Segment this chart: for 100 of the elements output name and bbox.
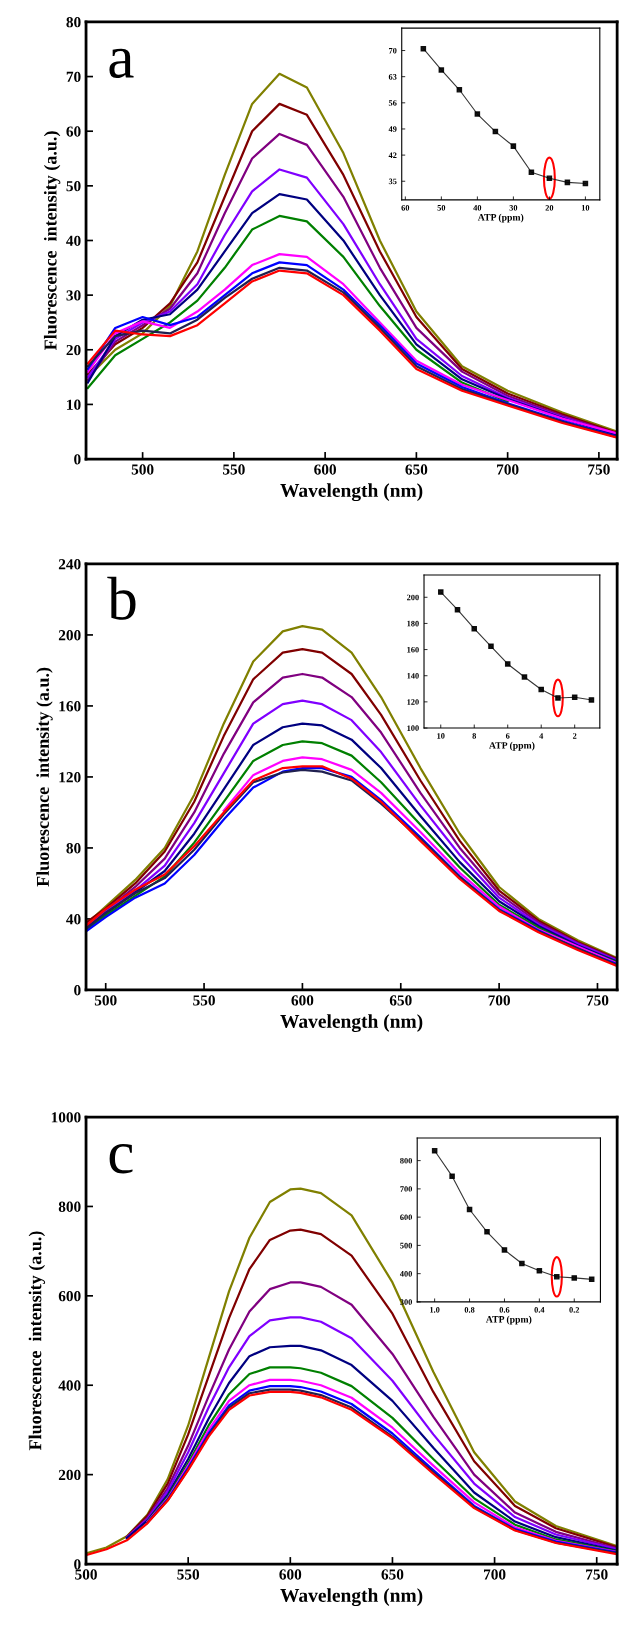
y-tick-label: 0 [74, 1559, 81, 1570]
x-tick-label: 500 [94, 995, 117, 1006]
x-tick-label: 30 [509, 205, 518, 211]
line-series [125, 1228, 618, 1549]
x-tick-label: 1.0 [430, 1307, 440, 1313]
x-tick-label: 10 [581, 205, 590, 211]
x-tick-label: 6 [505, 733, 510, 739]
point [555, 695, 561, 701]
x-tick-label: 700 [497, 464, 519, 475]
x-tick-label: 550 [177, 1569, 200, 1580]
x-axis-title: ATP (ppm) [485, 1315, 532, 1325]
x-tick-label: 50 [437, 205, 446, 211]
point [438, 67, 445, 73]
y-tick-label: 240 [58, 559, 81, 570]
y-tick-label: 30 [66, 290, 81, 301]
y-tick-label: 200 [407, 594, 419, 601]
point [546, 175, 553, 182]
x-tick-label: 750 [588, 464, 610, 475]
y-tick-label: 80 [66, 17, 81, 28]
y-tick-label: 120 [59, 772, 81, 783]
point [437, 589, 444, 595]
point [538, 686, 544, 693]
y-tick-label: 56 [388, 100, 397, 106]
y-tick-label: 400 [58, 1380, 81, 1391]
y-tick-label: 20 [66, 344, 81, 356]
point [521, 674, 528, 680]
x-tick-label: 0.2 [569, 1307, 580, 1313]
point [510, 143, 517, 149]
x-tick-label: 700 [484, 1569, 506, 1580]
y-tick-label: 40 [66, 235, 81, 246]
y-tick-label: 10 [67, 399, 81, 410]
y-tick-label: 0 [74, 454, 81, 465]
y-tick-label: 100 [407, 725, 419, 731]
x-tick-label: 750 [586, 995, 609, 1006]
point [504, 661, 511, 667]
y-tick-label: 40 [66, 914, 81, 925]
y-tick-label: 70 [66, 71, 81, 83]
x-axis-title: ATP (ppm) [489, 741, 535, 751]
x-tick-label: 20 [545, 205, 554, 211]
x-axis-title: Wavelength (nm) [280, 1588, 423, 1607]
x-tick-label: 750 [586, 1569, 608, 1580]
point [501, 1247, 508, 1253]
chart-title: a [109, 48, 134, 79]
line-series [86, 1187, 618, 1555]
x-tick-label: 0.4 [534, 1307, 545, 1313]
x-tick-label: 650 [381, 1569, 404, 1580]
y-tick-label: 700 [400, 1186, 413, 1192]
x-tick-label: 600 [279, 1569, 302, 1580]
point [536, 1268, 543, 1274]
y-tick-label: 200 [58, 630, 81, 641]
point [519, 1260, 525, 1267]
y-tick-label: 180 [407, 620, 419, 627]
x-tick-label: 600 [291, 995, 314, 1006]
y-tick-label: 63 [388, 74, 397, 80]
x-tick-label: 10 [437, 733, 445, 739]
point [474, 111, 481, 117]
point [449, 1173, 455, 1179]
point [484, 1229, 490, 1235]
x-tick-label: 0.8 [464, 1307, 475, 1313]
point [471, 625, 478, 632]
y-tick-label: 800 [400, 1157, 413, 1164]
y-tick-label: 600 [400, 1214, 413, 1221]
y-tick-label: 800 [58, 1201, 81, 1212]
x-tick-label: 8 [472, 733, 477, 739]
x-tick-label: 700 [488, 995, 510, 1006]
x-tick-label: 550 [223, 464, 245, 475]
point [571, 1275, 578, 1281]
y-tick-label: 42 [388, 152, 397, 158]
y-tick-label: 70 [389, 47, 397, 54]
x-tick-label: 600 [314, 464, 336, 475]
x-axis-title: ATP (ppm) [477, 213, 524, 223]
x-tick-label: 40 [473, 205, 482, 211]
point [488, 643, 494, 650]
y-tick-label: 50 [66, 180, 81, 192]
y-axis-title: Fluorescence intensity (a.u.) [28, 1231, 46, 1451]
y-tick-label: 80 [66, 843, 81, 854]
x-tick-label: 4 [539, 733, 544, 739]
x-tick-label: 650 [389, 995, 412, 1006]
chart-title: b [107, 576, 136, 620]
x-tick-label: 0.6 [499, 1307, 510, 1313]
point [554, 1273, 560, 1280]
y-tick-label: 160 [59, 701, 81, 712]
y-tick-label: 49 [388, 126, 397, 132]
x-tick-label: 650 [405, 464, 428, 475]
y-tick-label: 160 [407, 646, 419, 653]
y-axis-title: Fluorescence intensity (a.u.) [43, 131, 61, 351]
x-tick-label: 2 [572, 733, 577, 739]
y-tick-label: 0 [74, 985, 81, 996]
y-tick-label: 140 [407, 673, 419, 679]
y-axis-title: Fluorescence intensity (a.u.) [36, 667, 53, 887]
y-tick-label: 200 [58, 1469, 81, 1481]
y-tick-label: 500 [400, 1242, 413, 1249]
x-tick-label: 550 [193, 995, 215, 1006]
x-axis-title: Wavelength (nm) [280, 1014, 423, 1032]
y-tick-label: 600 [58, 1290, 81, 1302]
y-tick-label: 60 [66, 126, 81, 137]
y-tick-label: 35 [388, 178, 397, 185]
y-tick-label: 1000 [51, 1112, 81, 1123]
point [456, 86, 463, 93]
line-series [222, 756, 618, 965]
